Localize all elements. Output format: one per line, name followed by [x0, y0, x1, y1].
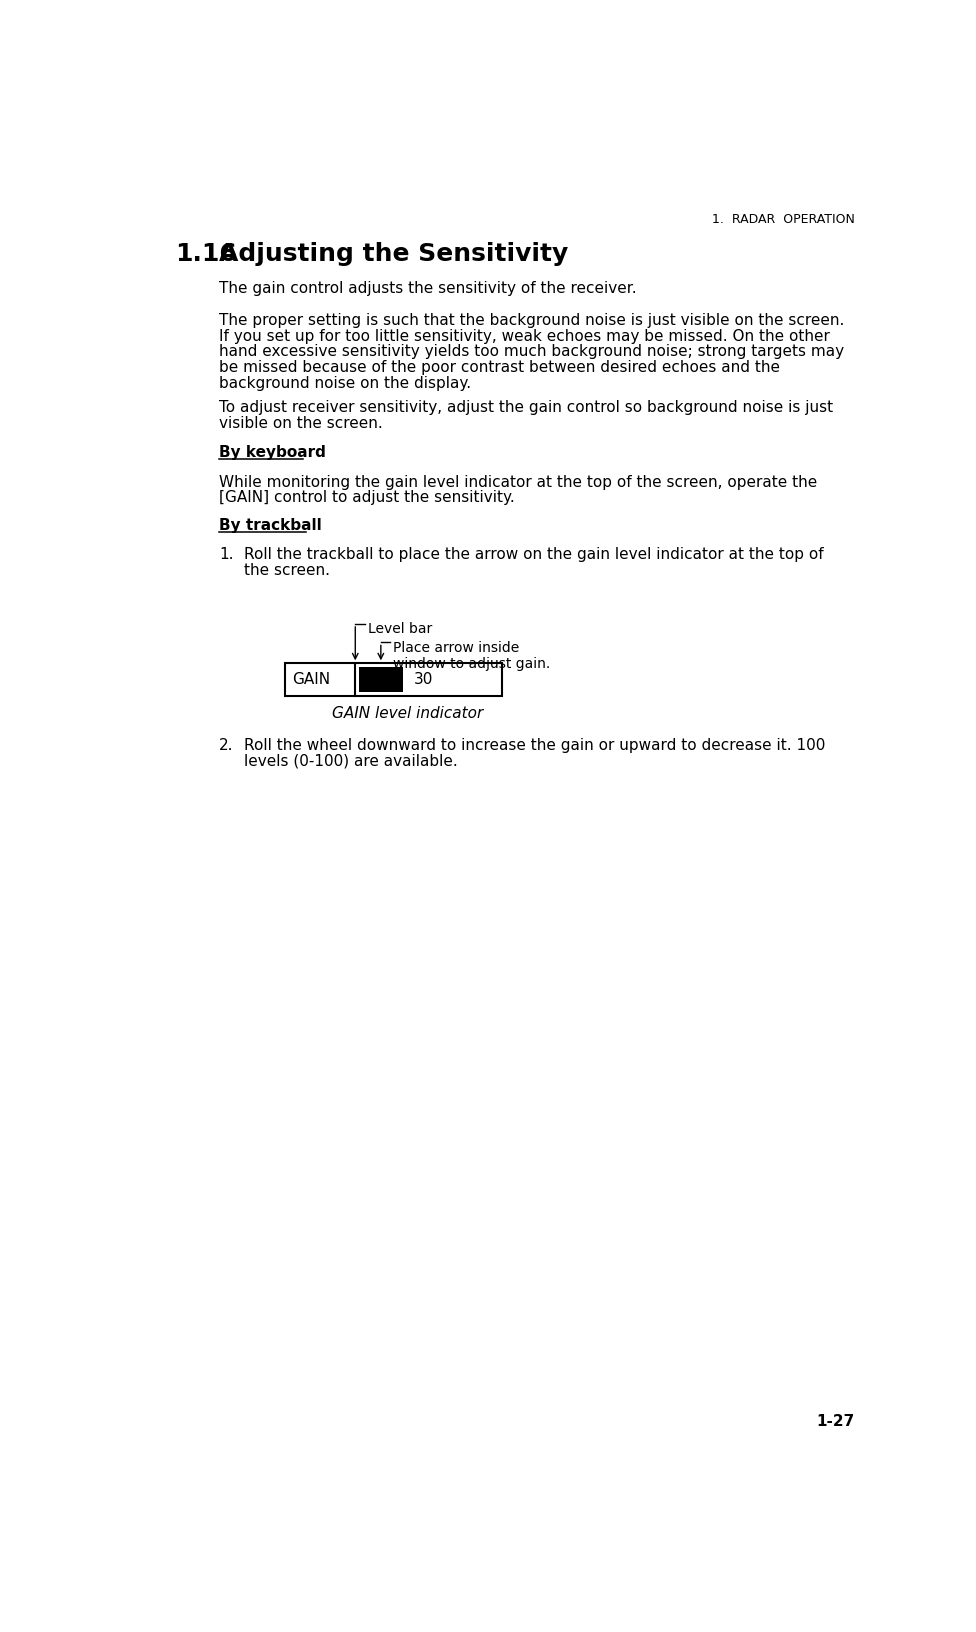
Text: By trackball: By trackball — [219, 517, 322, 534]
Text: To adjust receiver sensitivity, adjust the gain control so background noise is j: To adjust receiver sensitivity, adjust t… — [219, 400, 833, 415]
Bar — [359, 667, 402, 692]
Text: 1-27: 1-27 — [816, 1415, 854, 1430]
Text: Level bar: Level bar — [369, 622, 432, 636]
Text: By keyboard: By keyboard — [219, 446, 326, 460]
Text: be missed because of the poor contrast between desired echoes and the: be missed because of the poor contrast b… — [219, 361, 780, 375]
Text: The gain control adjusts the sensitivity of the receiver.: The gain control adjusts the sensitivity… — [219, 281, 636, 295]
Text: If you set up for too little sensitivity, weak echoes may be missed. On the othe: If you set up for too little sensitivity… — [219, 328, 830, 344]
Text: Adjusting the Sensitivity: Adjusting the Sensitivity — [219, 242, 568, 266]
Text: background noise on the display.: background noise on the display. — [219, 375, 471, 392]
Text: Place arrow inside: Place arrow inside — [393, 641, 519, 654]
Text: While monitoring the gain level indicator at the top of the screen, operate the: While monitoring the gain level indicato… — [219, 475, 817, 490]
Text: GAIN: GAIN — [293, 672, 331, 687]
Text: 2.: 2. — [219, 738, 233, 752]
Text: the screen.: the screen. — [244, 563, 331, 578]
Text: window to adjust gain.: window to adjust gain. — [393, 656, 550, 671]
Bar — [285, 663, 502, 695]
Text: [GAIN] control to adjust the sensitivity.: [GAIN] control to adjust the sensitivity… — [219, 491, 514, 506]
Text: The proper setting is such that the background noise is just visible on the scre: The proper setting is such that the back… — [219, 313, 844, 328]
Text: GAIN level indicator: GAIN level indicator — [332, 707, 483, 721]
Text: Roll the wheel downward to increase the gain or upward to decrease it. 100: Roll the wheel downward to increase the … — [244, 738, 826, 752]
Text: Roll the trackball to place the arrow on the gain level indicator at the top of: Roll the trackball to place the arrow on… — [244, 547, 824, 563]
Text: 1.: 1. — [219, 547, 233, 563]
Text: visible on the screen.: visible on the screen. — [219, 416, 383, 431]
Text: hand excessive sensitivity yields too much background noise; strong targets may: hand excessive sensitivity yields too mu… — [219, 344, 844, 359]
Text: 1.  RADAR  OPERATION: 1. RADAR OPERATION — [712, 212, 854, 225]
Text: levels (0-100) are available.: levels (0-100) are available. — [244, 754, 458, 769]
Text: 30: 30 — [414, 672, 432, 687]
Text: 1.16: 1.16 — [175, 242, 236, 266]
